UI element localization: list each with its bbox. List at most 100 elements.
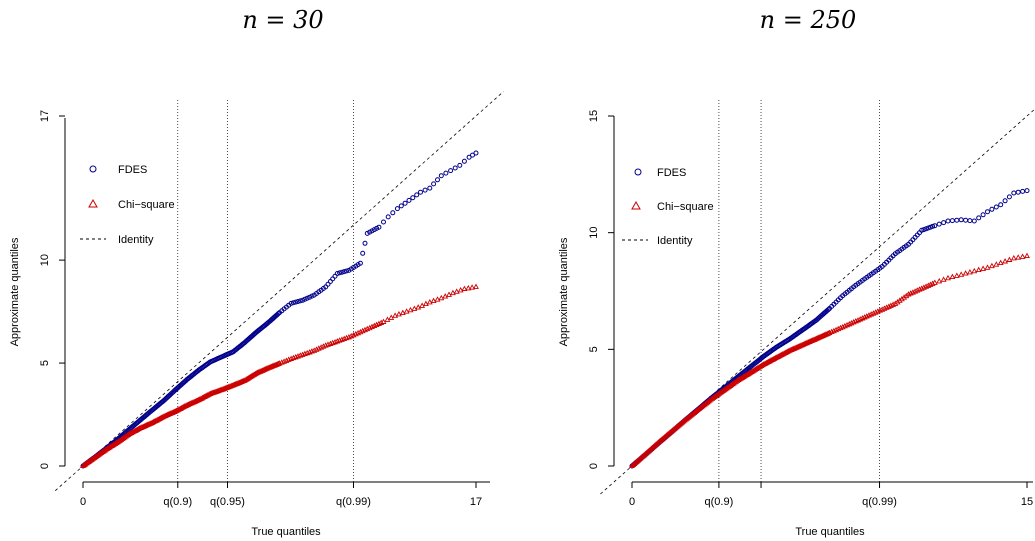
data-point [381,219,386,225]
data-point [446,291,452,297]
data-point [966,268,973,275]
identity-line [54,91,504,492]
data-point [885,303,892,309]
data-point [825,307,831,313]
data-point [390,210,396,216]
x-tick-label: 0 [80,496,86,508]
data-point [984,264,991,270]
data-point [288,300,294,306]
data-point [1010,254,1017,261]
data-point [967,218,973,224]
data-point [418,189,423,195]
data-point [975,266,982,273]
identity-line [600,108,1035,495]
data-point [376,224,382,230]
data-point [438,294,445,301]
data-point [430,297,437,304]
y-tick-label: 15 [588,110,600,122]
data-point [406,197,412,203]
data-point [998,202,1004,208]
data-point [1019,253,1026,259]
data-point [844,321,851,328]
data-point [927,281,934,287]
x-tick-label: q(0.9) [705,496,734,508]
data-point [302,296,308,302]
data-point [385,214,391,220]
data-point [848,319,855,326]
data-point [461,158,467,164]
data-point [870,310,877,316]
data-point [881,305,888,311]
data-point [989,206,995,212]
data-point [410,195,416,201]
data-point [971,267,978,274]
data-point [936,277,943,284]
data-point [923,226,929,232]
x-tick-label: q(0.9) [163,496,192,508]
legend-fdes-marker [89,165,97,173]
data-point [431,181,437,187]
data-point [949,218,955,224]
data-point [362,240,368,246]
data-point [435,177,440,183]
series-chisq [629,252,1030,469]
data-point [465,284,472,291]
data-point [466,154,472,160]
data-point [919,227,925,233]
data-point [826,329,833,336]
legend-fdes-label: FDES [657,167,686,179]
data-point [395,310,402,317]
legend-fdes-label: FDES [118,164,147,176]
data-point [988,262,995,269]
data-point [473,150,479,156]
legend-identity-label: Identity [657,235,693,247]
x-axis-label-n250: True quantiles [795,526,865,538]
y-axis-label-n250: Approximate quantiles [558,237,570,346]
data-point [962,270,969,276]
legend-chi-marker [88,198,98,208]
data-point [275,311,281,317]
data-point [304,295,310,301]
panel-title-n30: n = 30 [242,6,323,34]
data-point [971,218,977,224]
data-point [940,276,947,282]
data-point [866,312,872,318]
data-point [334,271,340,276]
data-point [874,308,881,314]
data-point [449,289,456,296]
data-point [833,326,840,333]
data-point [357,260,363,266]
data-point [879,306,886,312]
data-point [958,271,965,277]
data-point [863,313,870,319]
data-point [1006,256,1013,262]
data-point [909,289,916,295]
x-tick-label: 17 [470,496,482,508]
data-point [452,165,458,171]
data-point [980,265,987,271]
data-point [380,318,387,324]
data-point [953,272,960,278]
y-tick-label: 5 [588,346,600,352]
data-point [857,316,864,322]
data-point [1011,190,1017,196]
data-point [835,325,842,332]
data-point [388,314,395,320]
data-point [344,268,349,274]
data-point [422,187,428,193]
y-tick-label: 10 [588,227,600,239]
x-tick-label: 15 [1021,496,1033,508]
data-point [457,286,464,293]
x-tick-label: q(0.95) [210,496,245,508]
data-point [954,217,960,223]
data-point [932,223,938,229]
data-point [925,282,932,288]
data-point [976,215,982,221]
data-point [295,299,301,304]
data-point [1024,252,1030,259]
data-point [442,293,449,299]
data-point [427,185,433,191]
data-point [963,217,969,223]
y-tick-label: 17 [39,110,51,122]
